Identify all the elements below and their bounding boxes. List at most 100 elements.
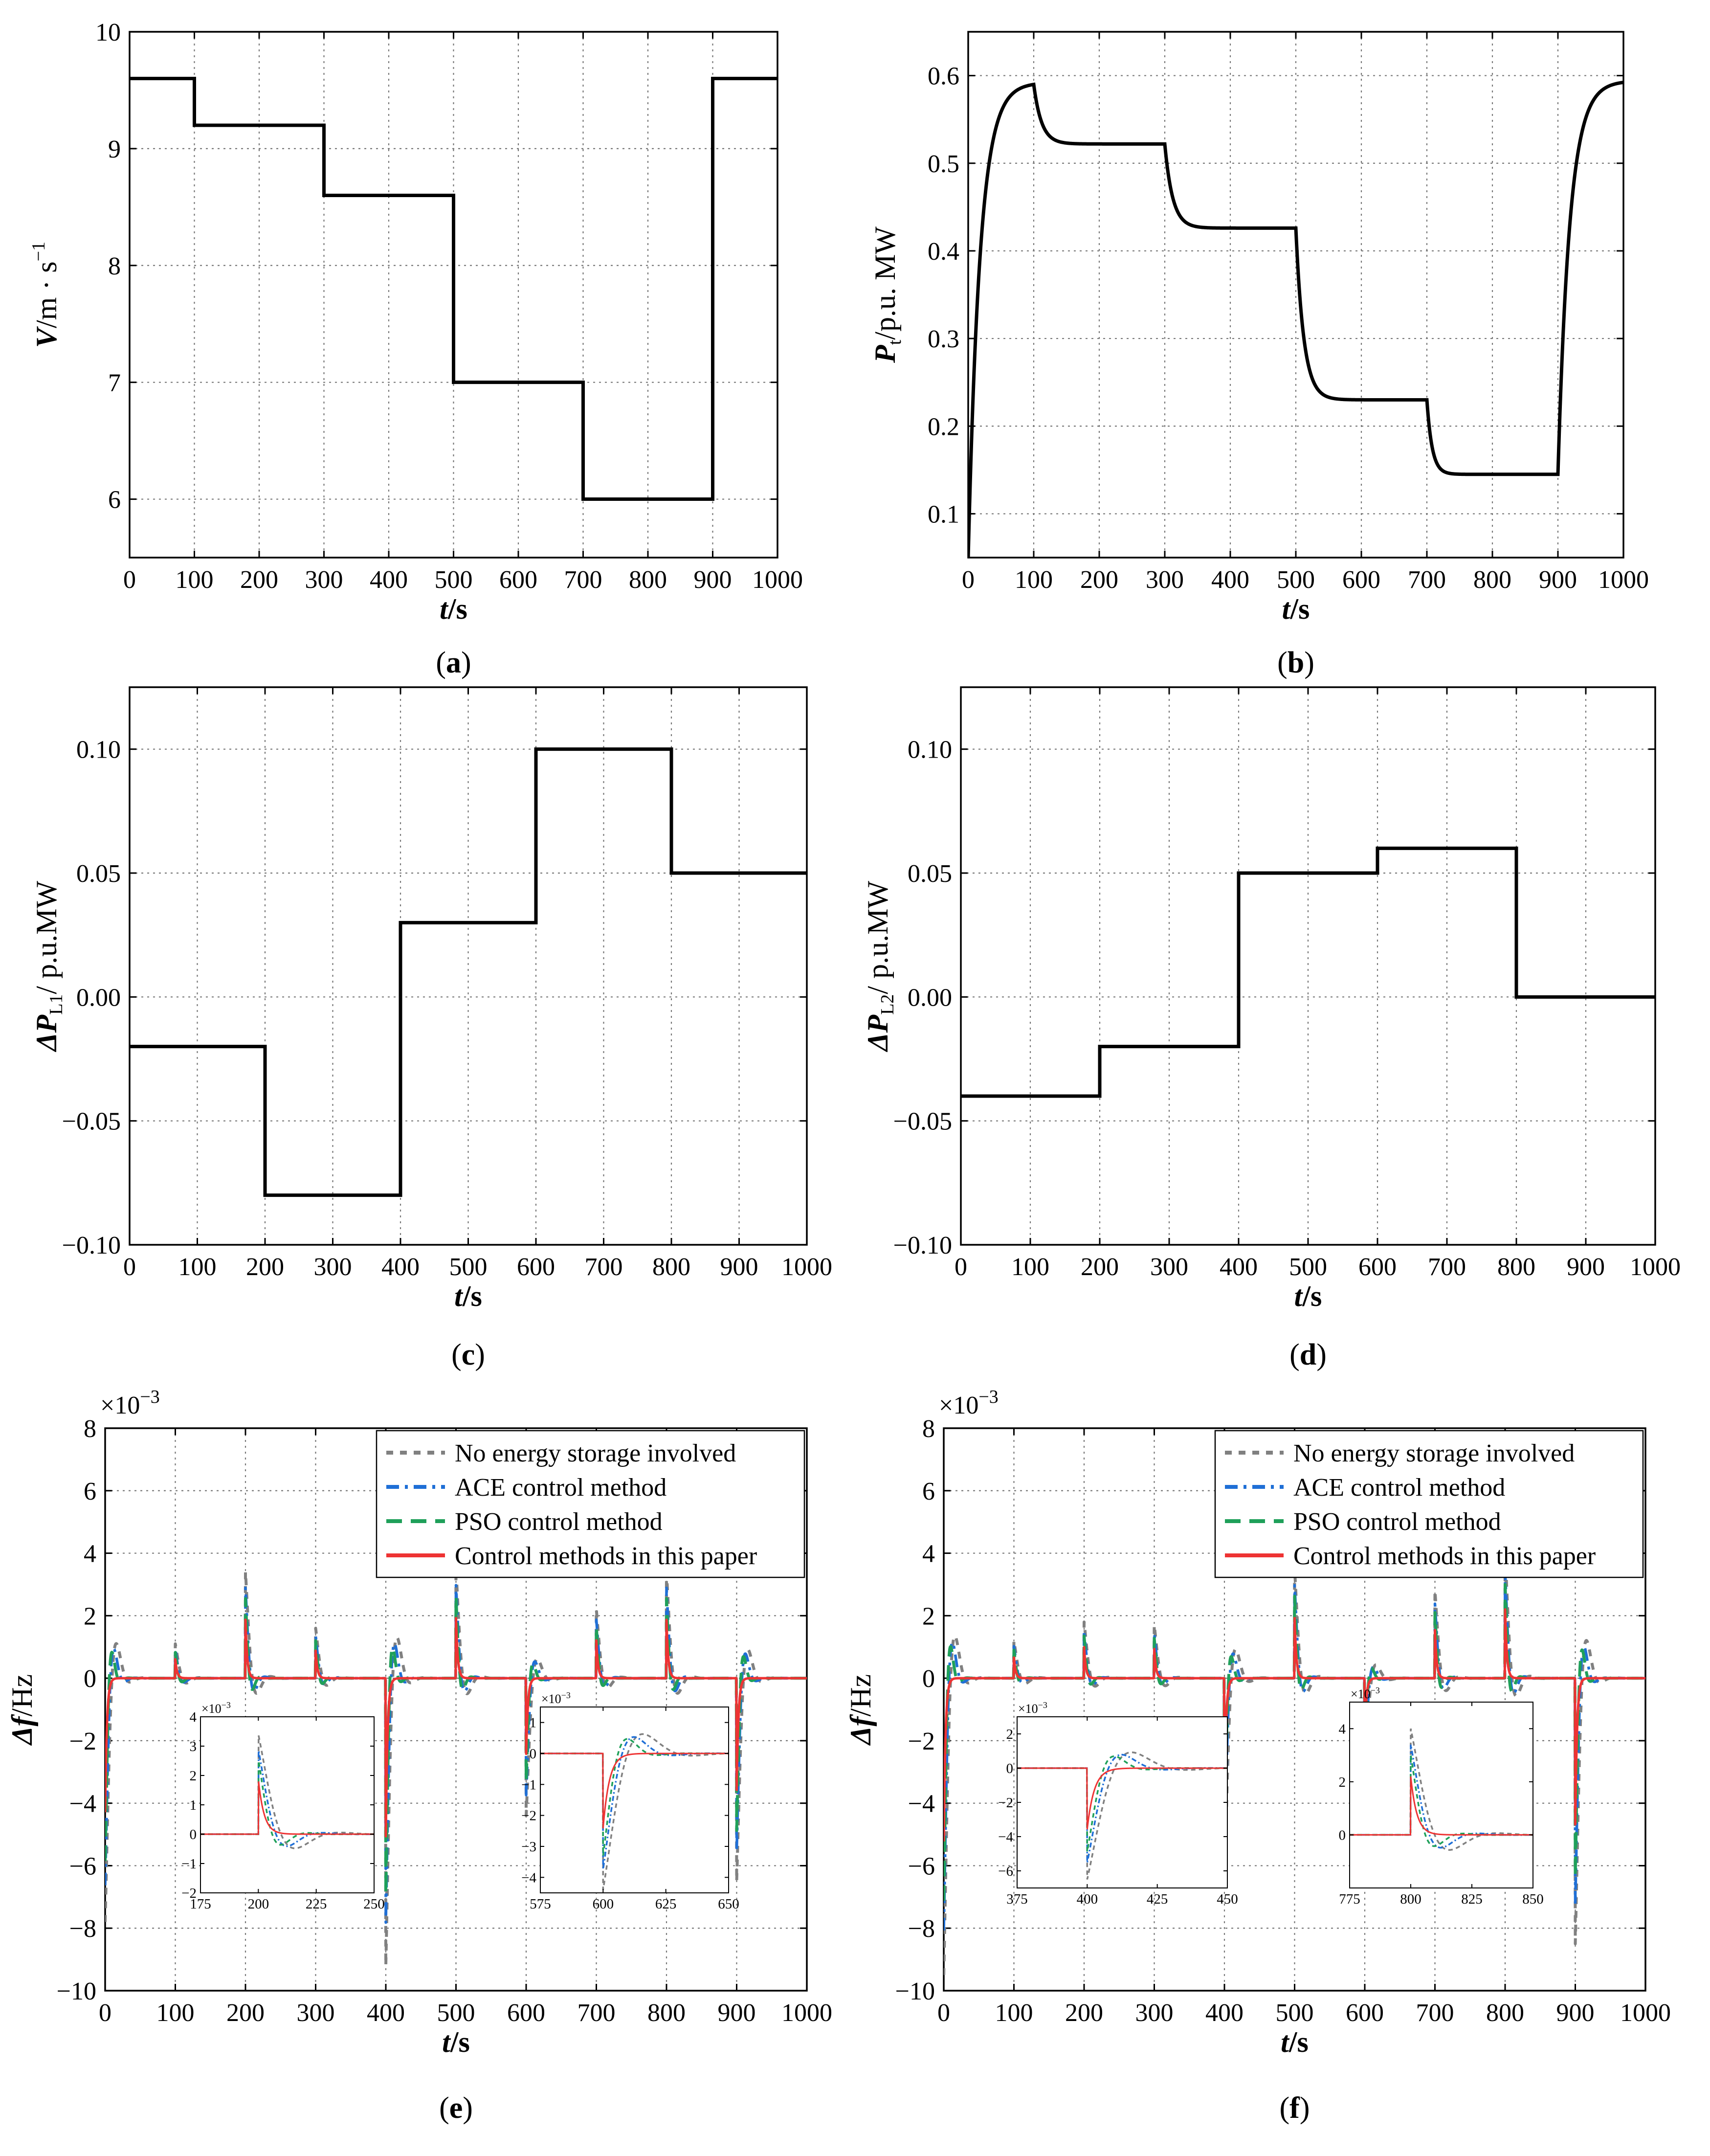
x-tick-label: 500 <box>1289 1253 1327 1281</box>
x-tick-label: 900 <box>718 1999 756 2027</box>
x-tick-label: 100 <box>1015 566 1053 594</box>
inset-area <box>1350 1728 1533 1851</box>
x-tick-label: 375 <box>1006 1891 1028 1907</box>
chart-panel-e: 0 100 200 300 400 500 600 700 800 900 1000−10−8−6−… <box>6 1387 832 2125</box>
y-label-unit: /Hz <box>6 1674 38 1717</box>
x-label-var: t <box>442 2026 451 2058</box>
y-axis-label: ΔPL1/ p.u.MW <box>30 881 67 1053</box>
x-tick-label: 700 <box>1428 1253 1466 1281</box>
x-label-unit: /s <box>462 1280 482 1312</box>
x-tick-label: 600 <box>593 1896 614 1912</box>
y-label-sub: L1 <box>46 994 67 1015</box>
y-tick-label: 0.00 <box>908 984 952 1011</box>
x-tick-label: 0 <box>962 566 975 594</box>
y-tick-label: 0.10 <box>908 736 952 764</box>
y-tick-label: 1 <box>190 1797 197 1813</box>
y-label-sup: −1 <box>28 242 49 261</box>
series-line-1 <box>105 1584 807 1924</box>
inset-series-3 <box>1017 1767 1227 1830</box>
y-tick-label: −3 <box>521 1839 536 1855</box>
x-tick-label: 200 <box>240 566 278 594</box>
y-label-unit: /p.u. MW <box>869 226 901 340</box>
y-tick-label: 4 <box>922 1540 935 1568</box>
x-tick-label: 450 <box>1217 1891 1238 1907</box>
y-tick-label: 0.4 <box>928 238 959 266</box>
y-tick-label: 4 <box>84 1540 96 1568</box>
legend-entry-1: ACE control method <box>1293 1474 1505 1502</box>
y-tick-label: 8 <box>922 1415 935 1443</box>
y-tick-label: −4 <box>521 1870 536 1886</box>
legend: No energy storage involved ACE control me… <box>376 1430 805 1578</box>
chart-panel-a: 0 100 200 300 400 500 600 700 800 900 1000678910V/… <box>28 19 803 679</box>
inset-multiplier: ×10−3 <box>201 1700 231 1716</box>
y-tick-label: 2 <box>190 1768 197 1784</box>
inset-bg <box>200 1717 374 1893</box>
x-tick-label: 825 <box>1461 1891 1483 1907</box>
series-line <box>968 80 1623 558</box>
x-tick-label: 900 <box>720 1253 758 1281</box>
inset-bg <box>1350 1702 1533 1888</box>
y-tick-label: −6 <box>69 1852 96 1880</box>
y-tick-label: 4 <box>190 1709 197 1725</box>
y-tick-label: −4 <box>69 1790 96 1818</box>
x-tick-label: 600 <box>499 566 537 594</box>
x-tick-label: 600 <box>517 1253 555 1281</box>
y-axis-label: V/m · s−1 <box>28 242 63 348</box>
panel-caption-letter: f <box>1289 2091 1300 2125</box>
y-tick-label: −2 <box>521 1808 536 1824</box>
y-axis-label: Δf/Hz <box>6 1674 38 1746</box>
panel-caption: (f) <box>1280 2091 1310 2125</box>
x-tick-label: 500 <box>449 1253 488 1281</box>
x-tick-label: 500 <box>435 566 473 594</box>
y-tick-label: −1 <box>521 1777 536 1793</box>
x-tick-label: 800 <box>1400 1891 1421 1907</box>
y-axis-label: Δf/Hz <box>844 1674 877 1746</box>
y-tick-label: 3 <box>190 1739 197 1754</box>
x-tick-label: 900 <box>1556 1999 1595 2027</box>
x-tick-label: 600 <box>1342 566 1380 594</box>
x-tick-label: 800 <box>1473 566 1511 594</box>
y-tick-label: −1 <box>181 1856 197 1872</box>
inset-series-3 <box>200 1781 374 1835</box>
y-tick-label: 0.10 <box>76 736 121 764</box>
x-tick-label: 775 <box>1339 1891 1360 1907</box>
legend-box <box>1214 1430 1644 1578</box>
x-tick-label: 800 <box>629 566 667 594</box>
series-line <box>961 846 1655 1098</box>
x-label-var: t <box>1281 2026 1290 2058</box>
plot-frame <box>129 686 808 1246</box>
y-axis-label: Pt/p.u. MW <box>869 226 905 363</box>
x-axis-label: t/s <box>440 593 467 625</box>
inset-multiplier: ×10−3 <box>1351 1685 1380 1701</box>
panel-caption-letter: d <box>1300 1338 1316 1371</box>
x-tick-label: 1000 <box>781 1999 832 2027</box>
y-tick-label: −0.05 <box>62 1108 121 1136</box>
y-tick-label: 0.00 <box>76 984 121 1011</box>
x-tick-label: 575 <box>530 1896 551 1912</box>
y-tick-label: −0.05 <box>893 1108 952 1136</box>
y-label-main: P <box>869 344 901 363</box>
series-line-0 <box>944 1551 1645 1976</box>
x-tick-label: 800 <box>652 1253 690 1281</box>
x-tick-label: 400 <box>1077 1891 1098 1907</box>
x-label-var: t <box>440 593 449 625</box>
y-label-unit: / p.u.MW <box>862 881 894 994</box>
legend-entry-3: Control methods in this paper <box>455 1542 757 1570</box>
y-tick-label: 1 <box>530 1715 537 1731</box>
y-axis-label: ΔPL2/ p.u.MW <box>862 881 898 1053</box>
series-line-3 <box>105 1617 807 1838</box>
plot-frame <box>1349 1702 1533 1888</box>
inset-series-2 <box>200 1760 374 1846</box>
x-tick-label: 0 <box>937 1999 950 2027</box>
panel-caption-letter: c <box>462 1338 475 1371</box>
x-tick-label: 400 <box>1211 566 1249 594</box>
y-label-main: Δf <box>6 1714 38 1746</box>
x-tick-label: 0 <box>123 566 136 594</box>
x-label-var: t <box>454 1280 464 1312</box>
x-tick-label: 700 <box>1408 566 1446 594</box>
inset-plot-1: 575 600 625 650 −4 −3 −2 −1 0 1×10−3 <box>521 1690 739 1912</box>
legend-entry-0: No energy storage involved <box>455 1439 736 1467</box>
plot-area <box>130 77 777 501</box>
inset-series-3 <box>1350 1776 1533 1836</box>
x-label-unit: /s <box>450 2026 470 2058</box>
